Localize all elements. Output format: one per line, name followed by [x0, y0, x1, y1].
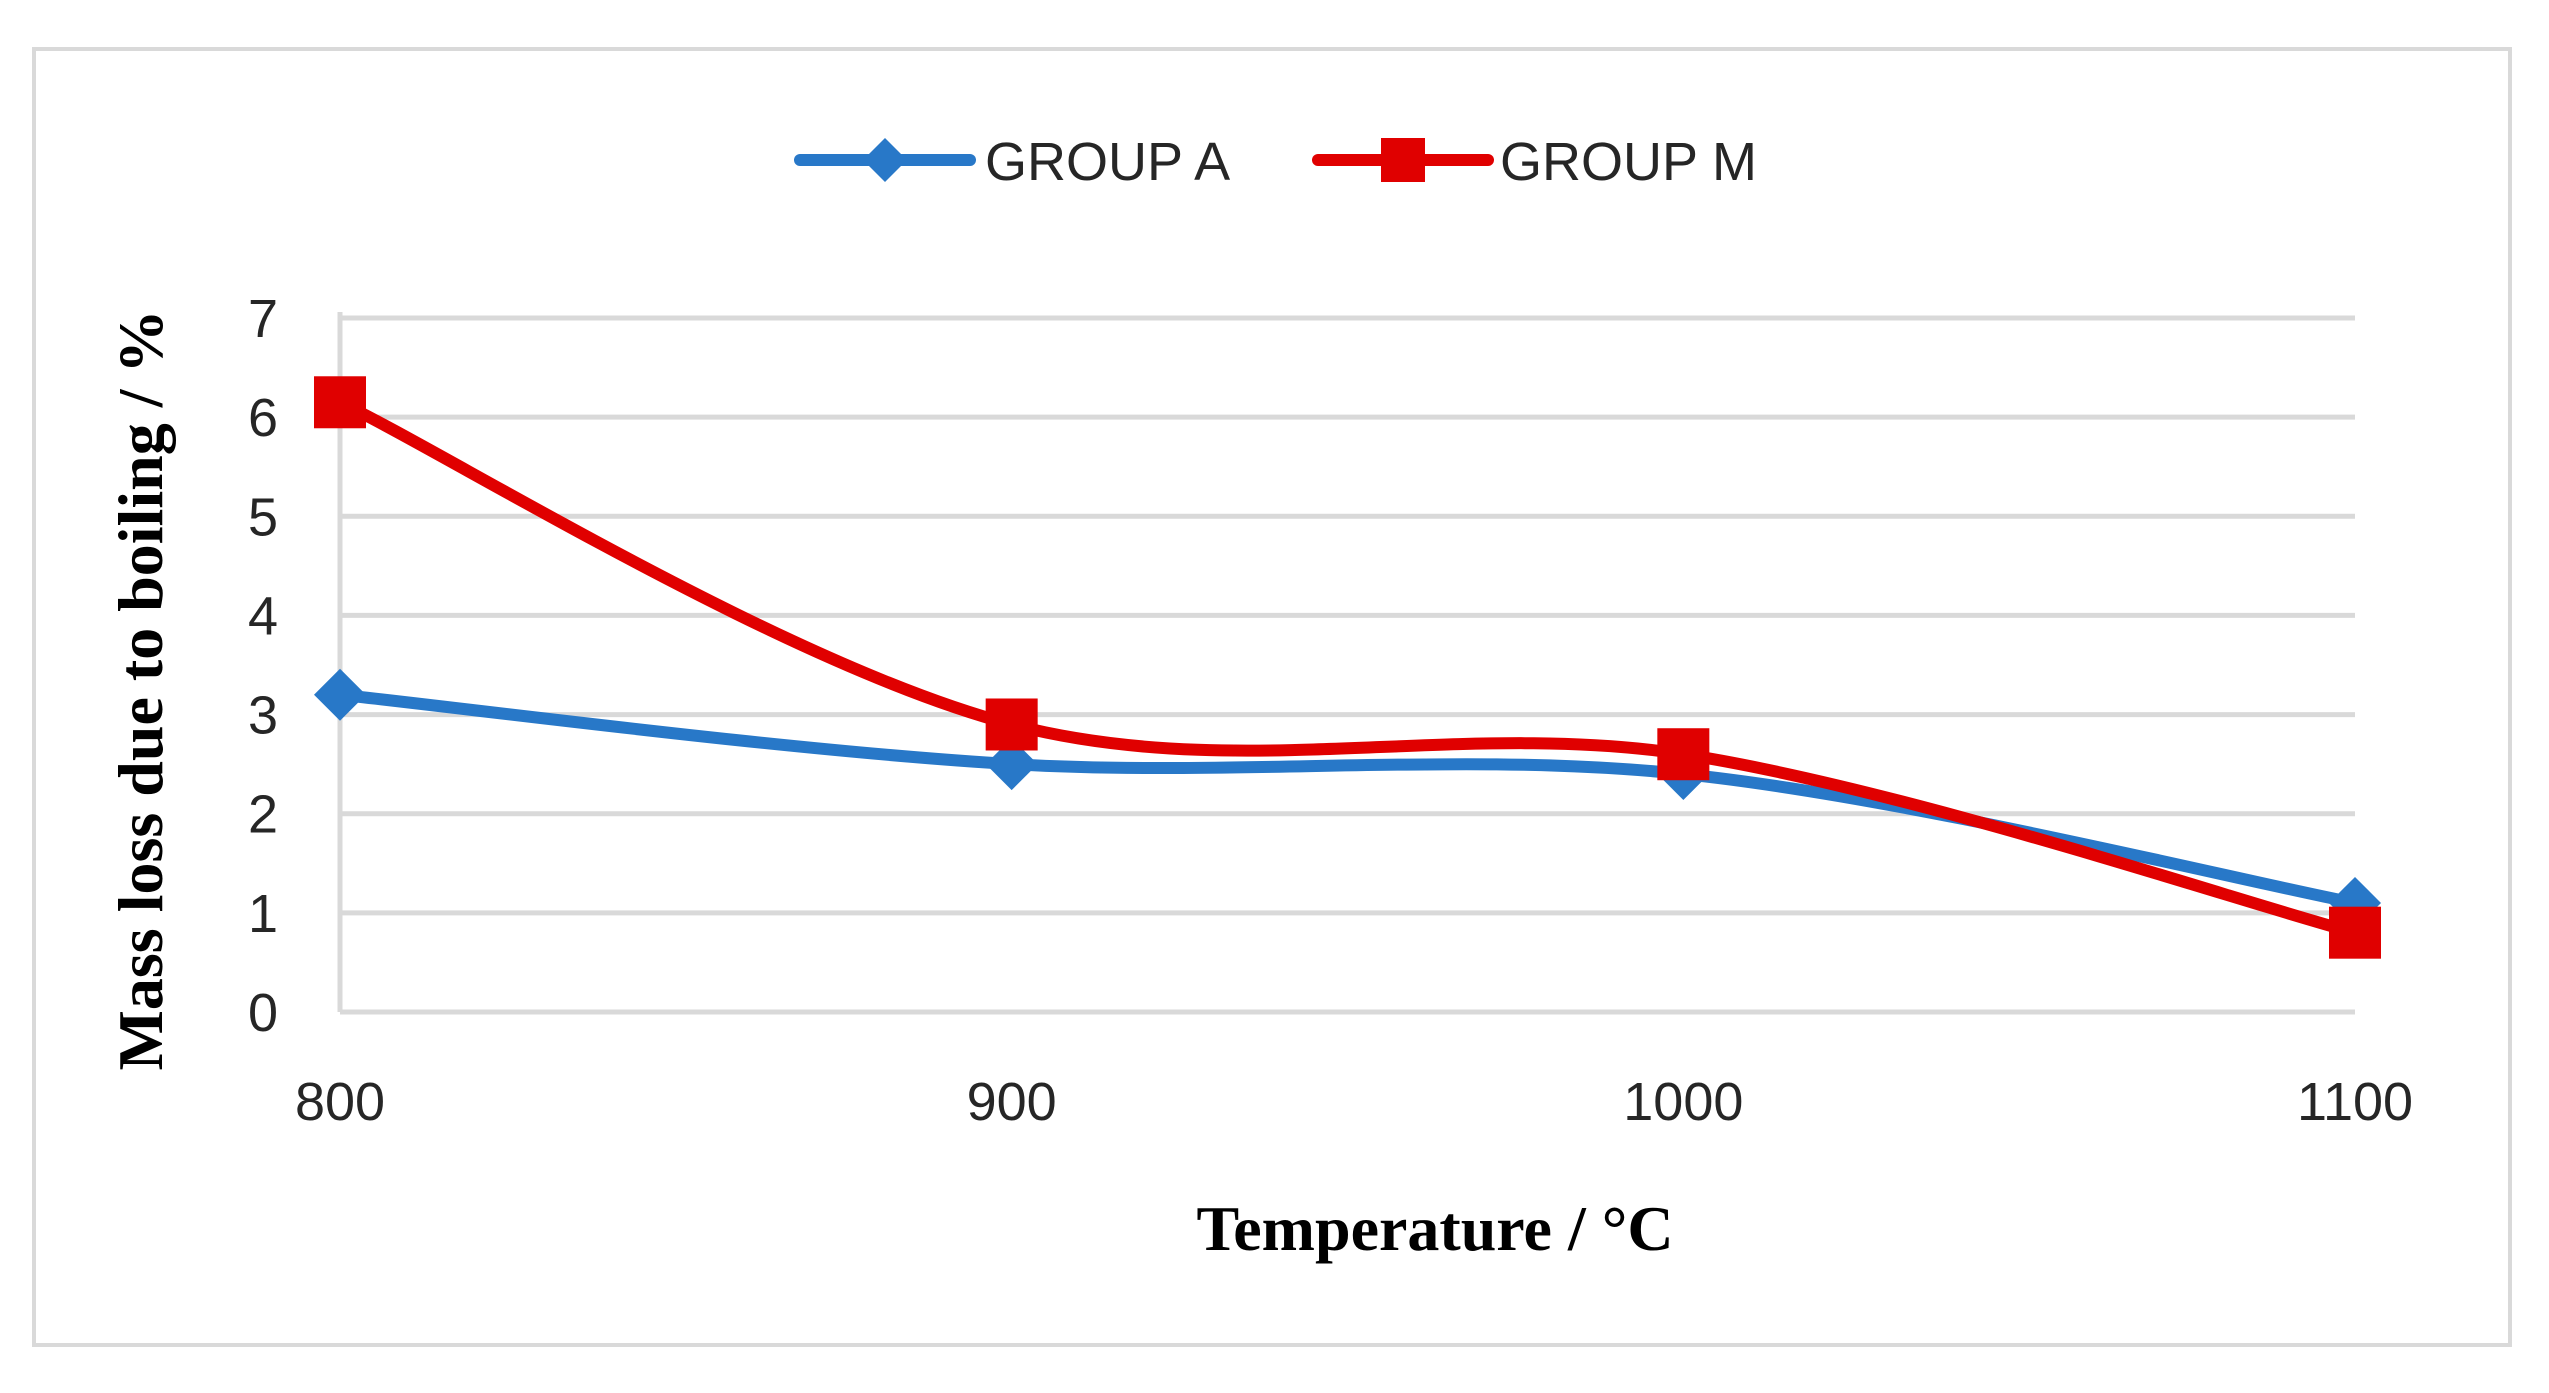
data-point-marker — [985, 738, 1038, 791]
x-axis-title: Temperature / °C — [1196, 1193, 1673, 1264]
axes: 0 1 2 3 4 5 6 7 800 900 1000 1100 — [248, 289, 2413, 1132]
series-lines — [314, 376, 2381, 959]
series-line — [334, 688, 2361, 909]
x-tick-label: 1100 — [2297, 1072, 2413, 1132]
series-group-a — [314, 668, 2381, 929]
y-tick-label: 1 — [248, 884, 278, 944]
legend-marker — [1381, 138, 1425, 182]
data-point-marker — [1657, 728, 1710, 781]
gridlines — [340, 315, 2355, 916]
legend: GROUP A GROUP M — [794, 132, 1757, 192]
x-tick-label: 900 — [967, 1072, 1057, 1132]
data-point-marker — [2329, 906, 2381, 959]
x-tick-label: 1000 — [1623, 1072, 1743, 1132]
legend-marker — [863, 138, 907, 182]
y-tick-label: 6 — [248, 388, 278, 448]
y-tick-label: 0 — [248, 983, 278, 1043]
legend-item: GROUP A — [794, 132, 1230, 192]
data-point-marker — [314, 668, 366, 721]
series-group-m — [314, 376, 2381, 959]
x-tick-label: 800 — [295, 1072, 385, 1132]
chart-frame — [32, 47, 2512, 1347]
y-tick-label: 4 — [248, 586, 278, 646]
legend-item: GROUP M — [1312, 132, 1757, 192]
y-axis-title: Mass loss due to boiling / % — [105, 309, 176, 1070]
data-point-marker — [314, 376, 366, 429]
y-tick-label: 2 — [248, 785, 278, 845]
legend-label: GROUP M — [1500, 132, 1757, 192]
y-tick-label: 5 — [248, 487, 278, 547]
series-line — [334, 396, 2361, 939]
y-tick-label: 7 — [248, 289, 278, 349]
legend-label: GROUP A — [985, 132, 1230, 192]
data-point-marker — [985, 698, 1038, 751]
y-tick-label: 3 — [248, 686, 278, 746]
